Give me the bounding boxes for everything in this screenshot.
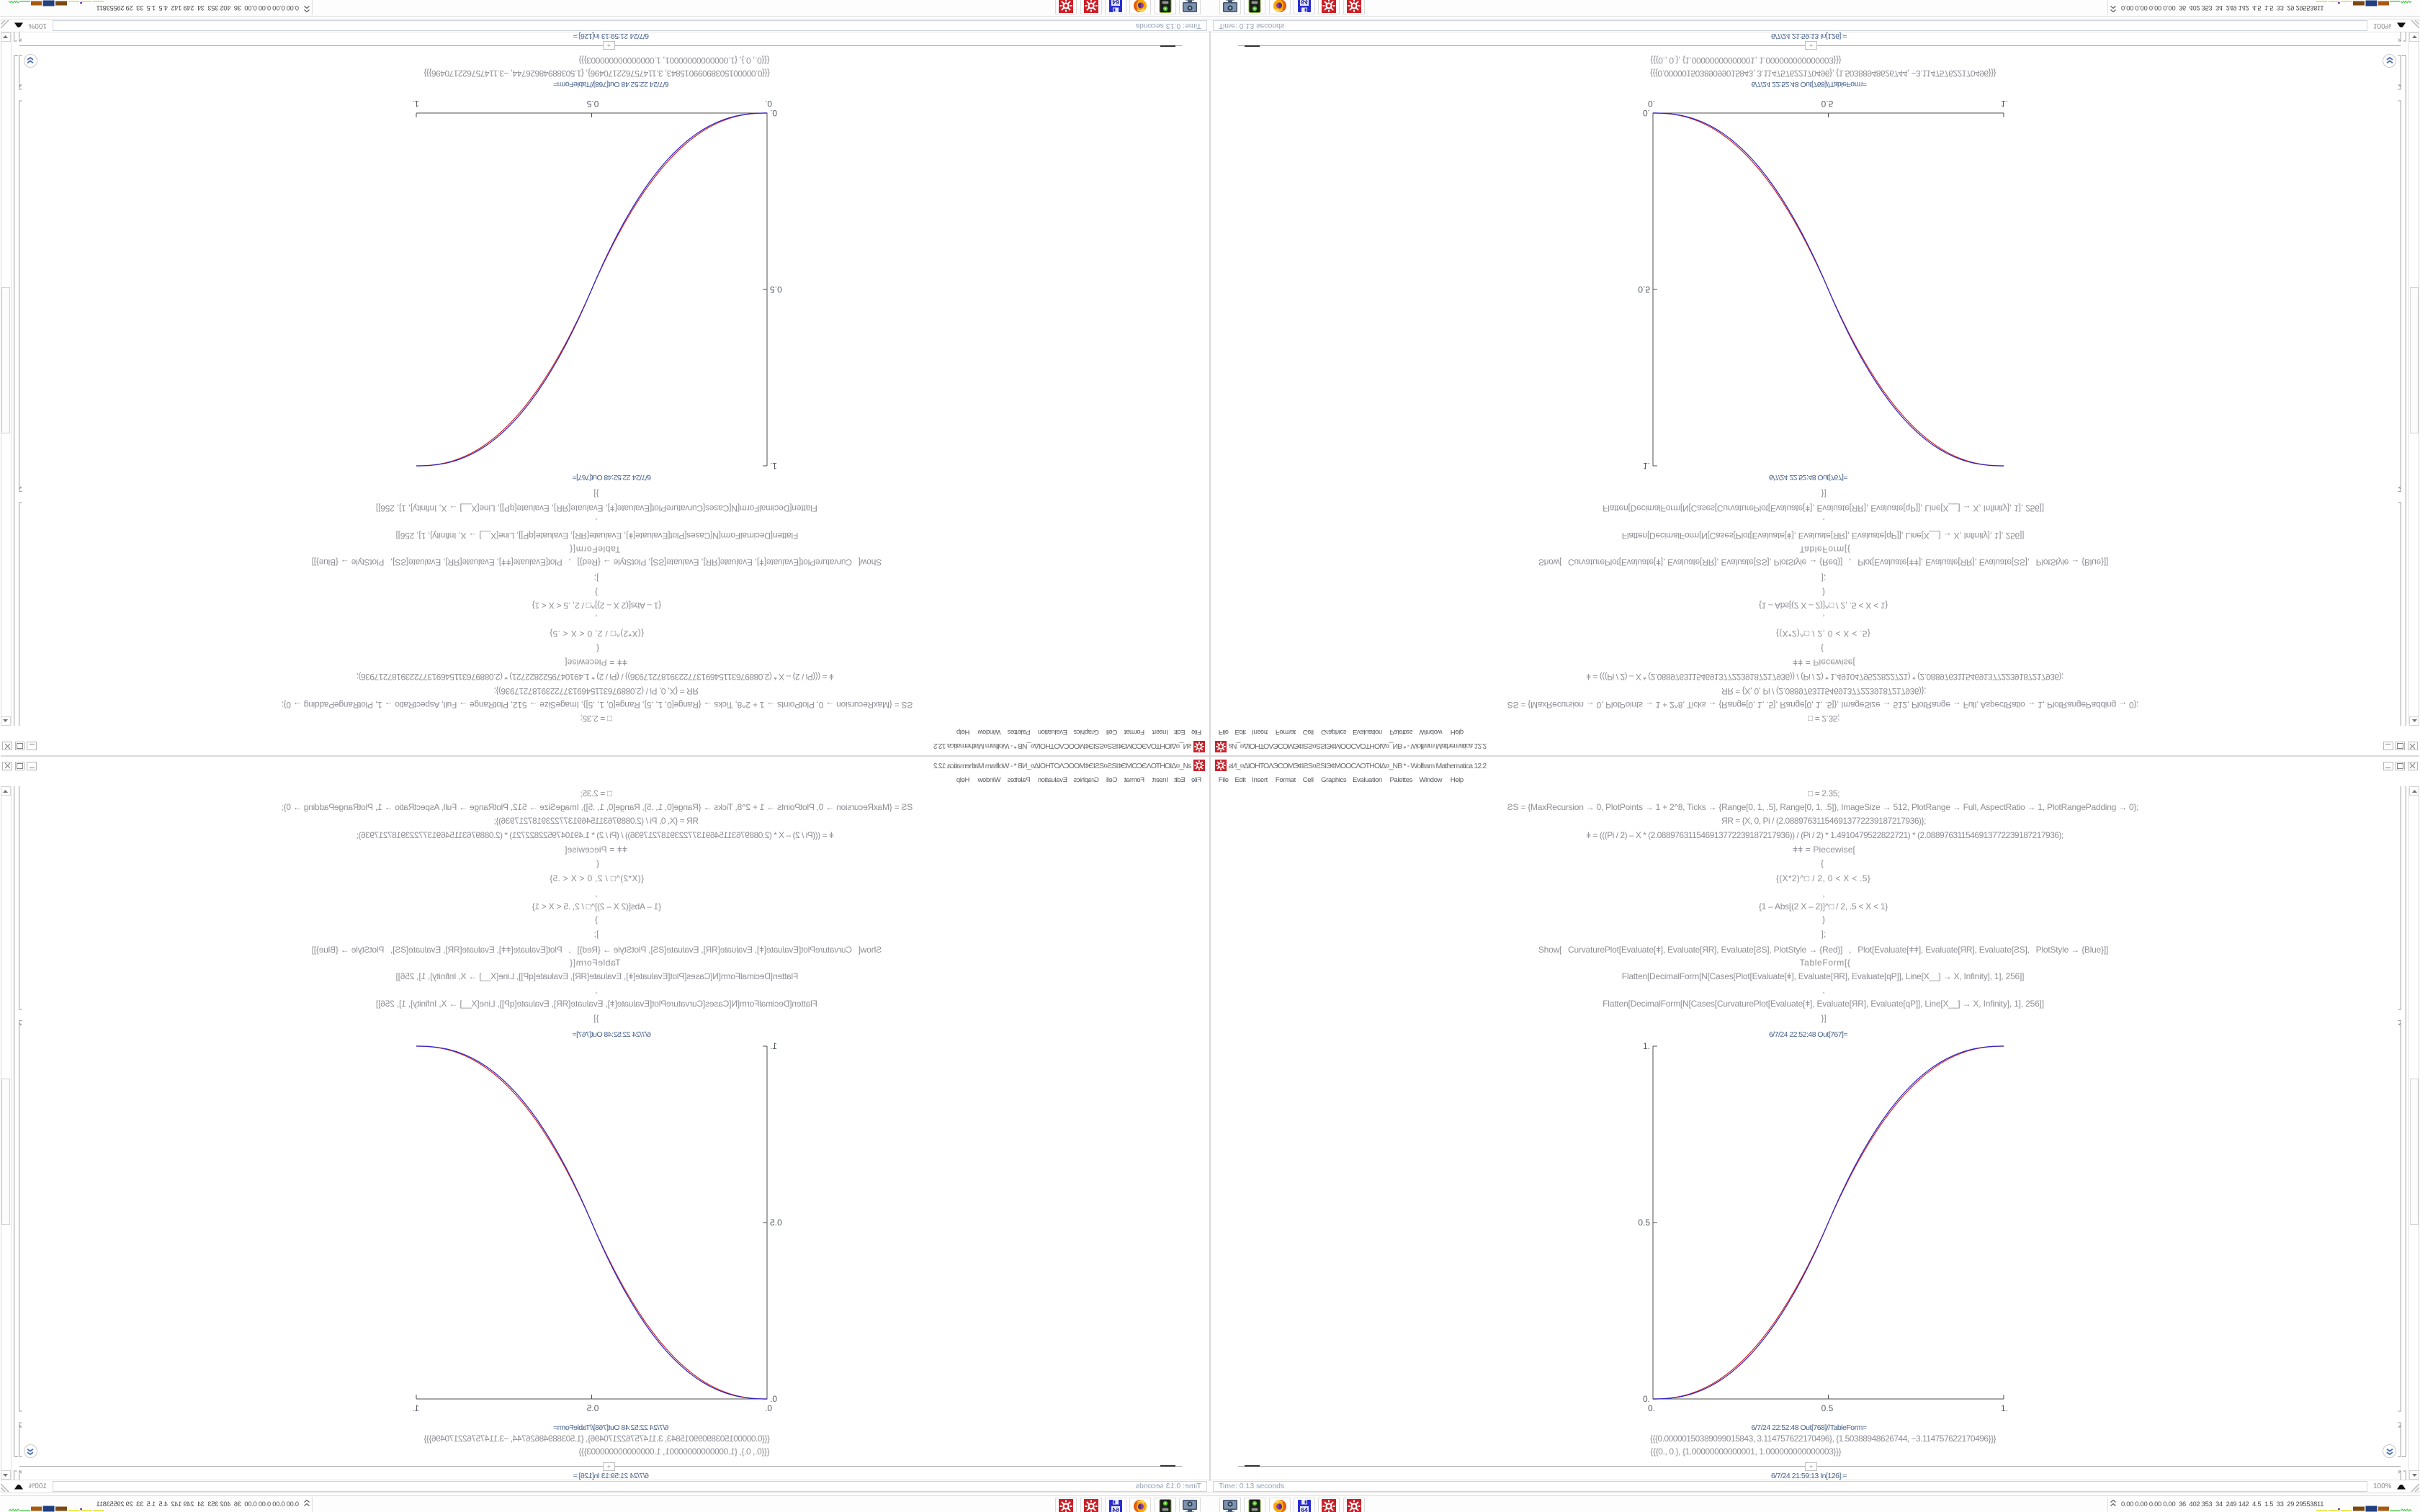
svg-text:0.5: 0.5 [1821, 99, 1834, 109]
svg-text:64: 64 [1301, 1506, 1308, 1512]
svg-text:0.5: 0.5 [586, 99, 599, 109]
svg-text:0.5: 0.5 [770, 1218, 782, 1228]
svg-text:0.5: 0.5 [1821, 1403, 1834, 1413]
svg-text:1.: 1. [2001, 99, 2008, 109]
svg-text:0.5: 0.5 [1638, 284, 1650, 294]
svg-text:0.5: 0.5 [586, 1403, 599, 1413]
svg-text:1.: 1. [770, 1041, 777, 1051]
svg-text:0.5: 0.5 [1638, 1218, 1650, 1228]
svg-text:0.: 0. [770, 1394, 777, 1404]
svg-text:0.: 0. [1648, 99, 1655, 109]
svg-text:0.: 0. [770, 108, 777, 118]
svg-text:1.: 1. [412, 1403, 419, 1413]
svg-text:0.: 0. [1643, 108, 1650, 118]
svg-text:1.: 1. [770, 461, 777, 471]
svg-text:64: 64 [1112, 0, 1119, 6]
svg-text:1.: 1. [1643, 1041, 1650, 1051]
svg-text:0.: 0. [765, 1403, 772, 1413]
svg-text:1.: 1. [412, 99, 419, 109]
svg-text:64: 64 [1301, 0, 1308, 6]
svg-text:64: 64 [1112, 1506, 1119, 1512]
svg-text:0.: 0. [1648, 1403, 1655, 1413]
svg-text:0.: 0. [1643, 1394, 1650, 1404]
svg-text:0.: 0. [765, 99, 772, 109]
svg-text:1.: 1. [2001, 1403, 2008, 1413]
svg-text:0.5: 0.5 [770, 284, 782, 294]
svg-text:1.: 1. [1643, 461, 1650, 471]
